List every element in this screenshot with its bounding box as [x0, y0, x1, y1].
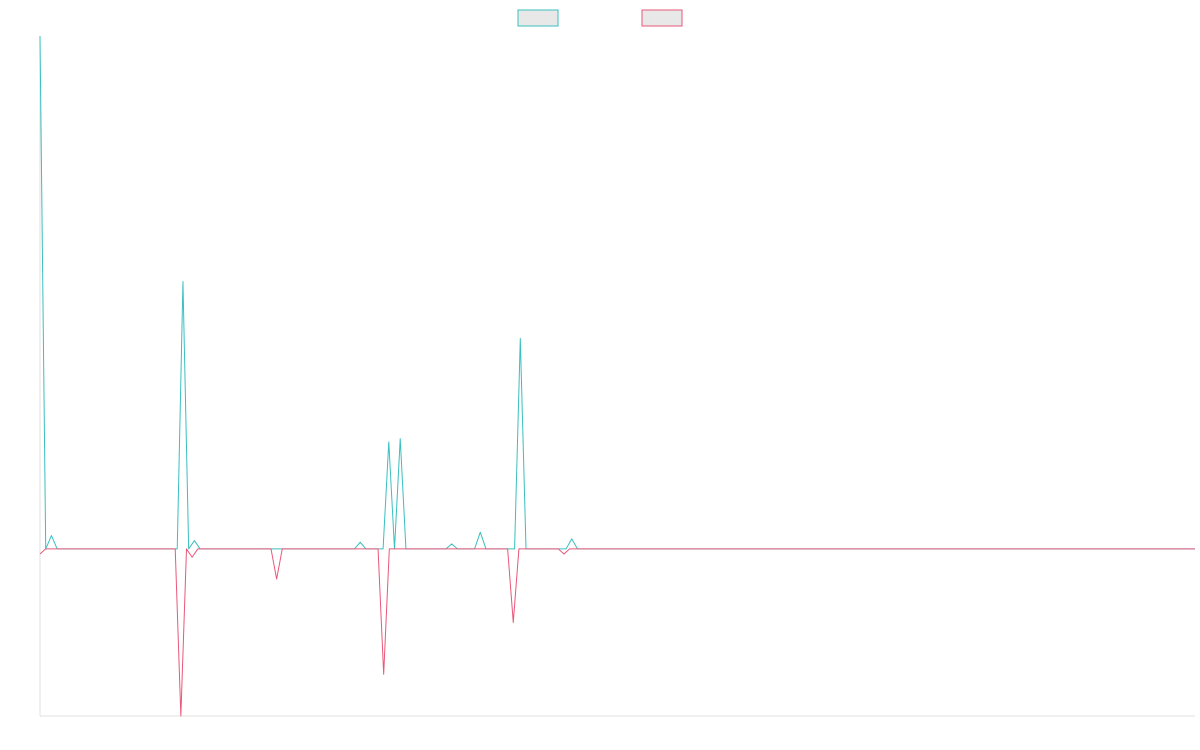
series-2-line: [39, 548, 1195, 717]
legend-swatch-series-2[interactable]: [641, 9, 683, 27]
series-layer: [39, 35, 1195, 717]
series-1-line: [39, 35, 1195, 550]
legend-swatch-series-1[interactable]: [517, 9, 559, 27]
legend[interactable]: [517, 9, 683, 27]
plot-area: [39, 35, 1195, 717]
